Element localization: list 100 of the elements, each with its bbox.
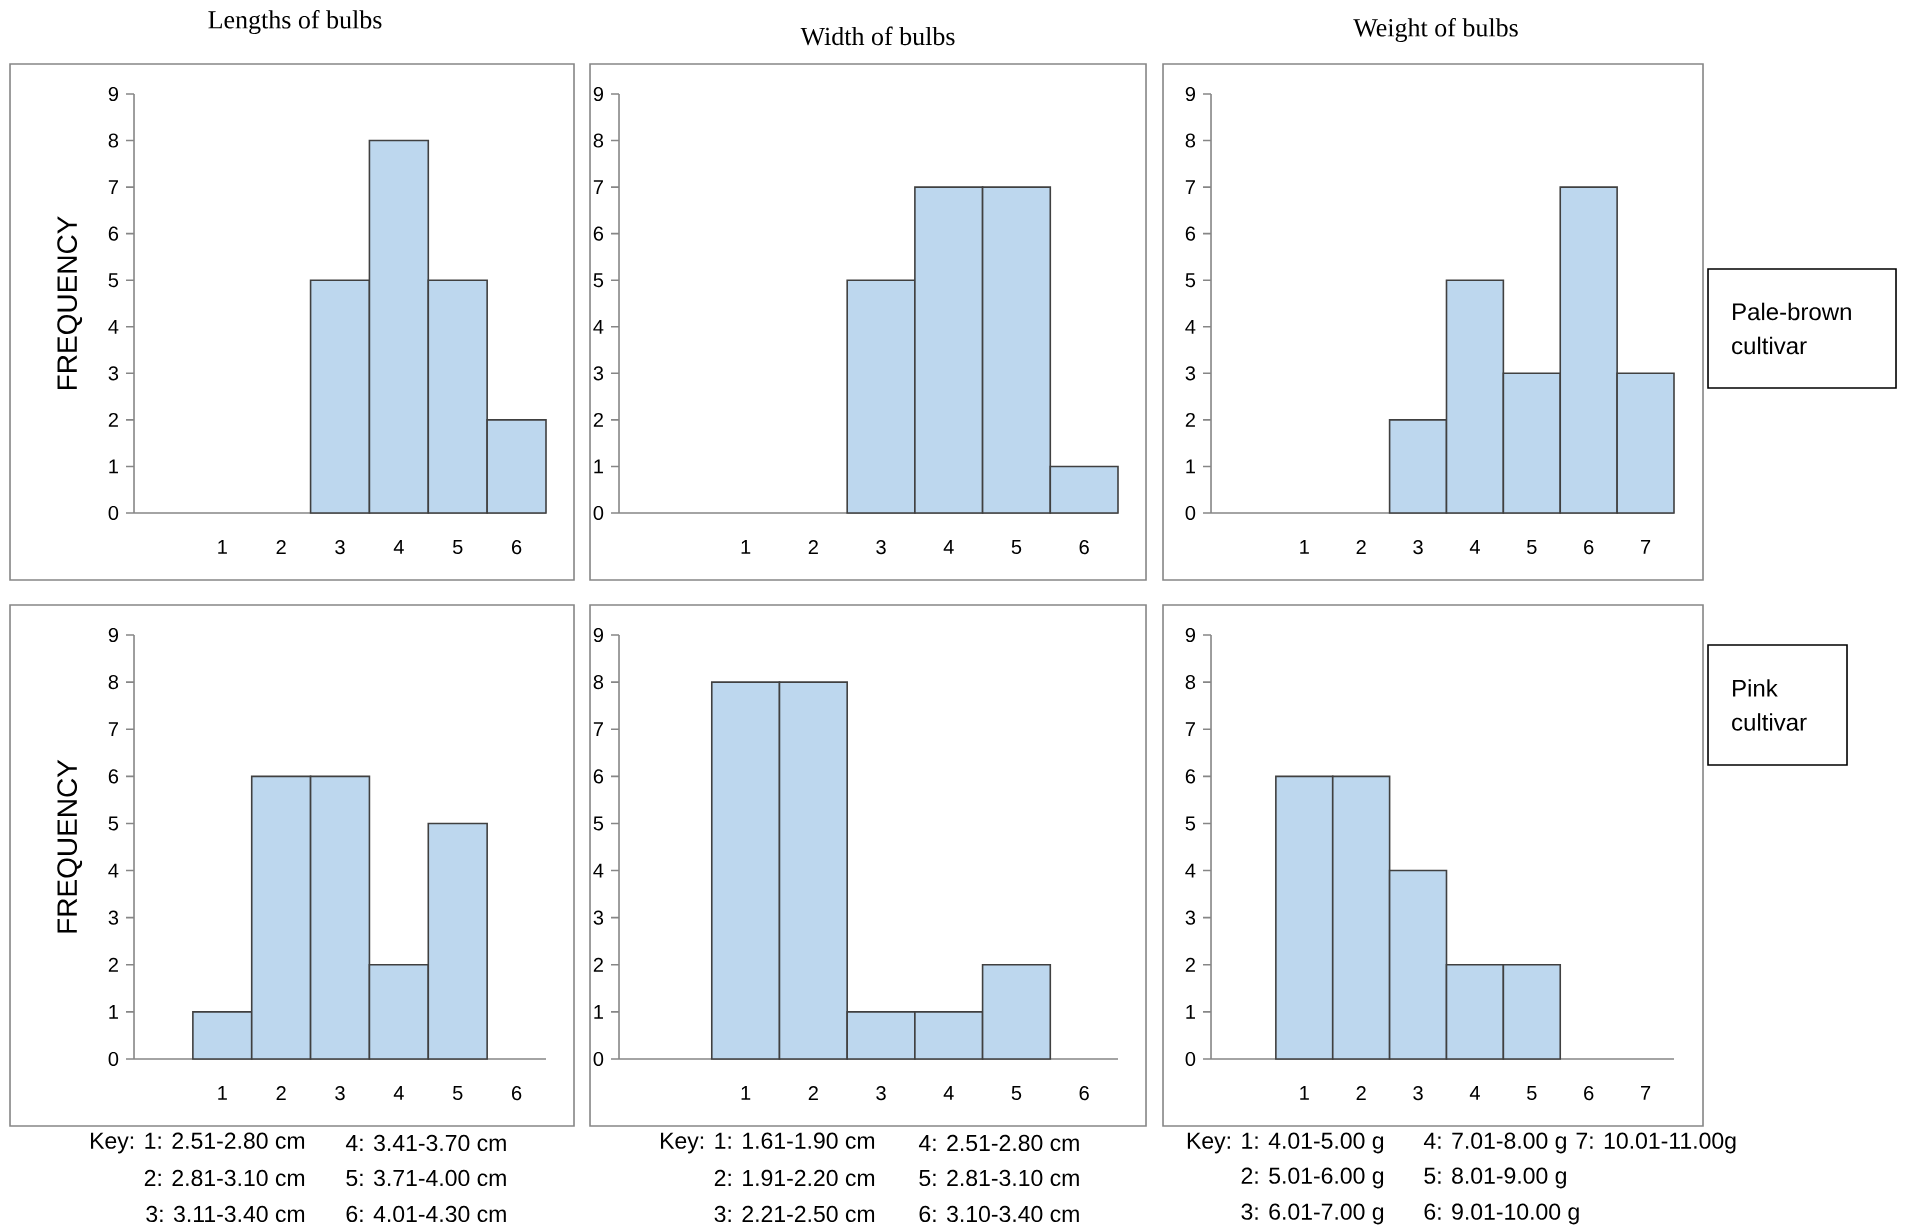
text: 7: 10.01-11.00g (1576, 1132, 1736, 1154)
y-tick-label: 1 (109, 1004, 118, 1019)
y-tick-label: 8 (593, 675, 604, 690)
text: 3: 2.21-2.50 cm (714, 1205, 875, 1223)
y-tick-label: 1 (109, 459, 118, 474)
x-tick-label: 4 (393, 540, 404, 554)
x-tick-label: 3 (335, 1086, 345, 1101)
y-tick-label: 0 (1185, 505, 1196, 521)
text: 2: 5.01-6.00 g (1241, 1167, 1384, 1189)
chart-title: Width of bulbs (800, 26, 955, 46)
x-tick-label: 1 (741, 540, 751, 554)
y-tick-label: 7 (108, 722, 118, 737)
y-tick-label: 2 (1185, 412, 1195, 427)
y-tick-label: 9 (108, 86, 119, 102)
x-tick-label: 7 (1641, 540, 1651, 554)
x-tick-label: 4 (393, 1086, 404, 1100)
y-tick-label: 9 (108, 627, 119, 643)
y-tick-label: 7 (1185, 180, 1195, 194)
text: 3: 3.11-3.40 cm (146, 1205, 305, 1223)
y-tick-label: 9 (593, 86, 604, 102)
x-tick-label: 5 (1011, 1086, 1022, 1100)
y-tick-label: 8 (1185, 133, 1196, 148)
y-tick-label: 8 (108, 675, 119, 690)
text: 6: 3.10-3.40 cm (919, 1205, 1079, 1223)
y-tick-label: 5 (593, 273, 604, 288)
text: 4: 2.51-2.80 cm (918, 1134, 1079, 1152)
y-tick-label: 9 (593, 627, 604, 643)
y-tick-label: 0 (593, 505, 604, 521)
x-tick-label: 1 (1300, 1086, 1309, 1100)
y-tick-label: 8 (108, 133, 119, 148)
text: Key: 1: 1.61-1.90 cm (661, 1132, 875, 1154)
y-tick-label: 2 (593, 957, 603, 972)
y-tick-label: 6 (1185, 769, 1196, 784)
y-tick-label: 0 (108, 1051, 119, 1067)
text: 3: 6.01-7.00 g (1241, 1203, 1384, 1225)
x-tick-label: 6 (1079, 1086, 1089, 1101)
y-tick-label: 0 (593, 1051, 604, 1067)
y-tick-label: 6 (108, 769, 119, 784)
y-tick-label: 5 (593, 816, 604, 831)
y-tick-label: 8 (1185, 675, 1196, 690)
x-tick-label: 2 (276, 1086, 286, 1101)
y-tick-label: 4 (593, 863, 604, 878)
x-tick-label: 1 (1300, 540, 1309, 554)
chart-title: Weight of bulbs (1353, 18, 1518, 42)
y-tick-label: 9 (1185, 627, 1196, 643)
y-tick-label: 3 (593, 366, 604, 381)
x-tick-label: 3 (1413, 1086, 1423, 1101)
text: 2: 2.81-3.10 cm (144, 1169, 305, 1187)
text: Key: 1: 4.01-5.00 g (1187, 1132, 1384, 1154)
x-tick-label: 3 (876, 540, 886, 555)
text: Key: 1: 2.51-2.80 cm (91, 1132, 305, 1154)
x-tick-label: 2 (808, 540, 818, 555)
x-tick-label: 6 (1584, 1086, 1594, 1101)
x-tick-label: 2 (1356, 540, 1366, 555)
y-tick-label: 7 (108, 180, 118, 194)
y-tick-label: 3 (593, 910, 604, 925)
x-tick-label: 4 (943, 540, 954, 554)
x-tick-label: 6 (512, 1086, 522, 1101)
x-tick-label: 2 (276, 540, 286, 555)
x-tick-label: 4 (943, 1086, 954, 1100)
x-tick-label: 3 (335, 540, 345, 555)
x-tick-label: 4 (1469, 540, 1480, 554)
text: 4: 7.01-8.00 g (1423, 1132, 1566, 1154)
y-tick-label: 2 (108, 412, 118, 427)
y-tick-label: 1 (1186, 1004, 1195, 1019)
x-tick-label: 1 (218, 540, 227, 554)
y-tick-label: 6 (593, 769, 604, 784)
x-tick-label: 6 (512, 540, 522, 555)
y-tick-label: 8 (593, 133, 604, 148)
text: 5: 8.01-9.00 g (1424, 1167, 1566, 1189)
x-tick-label: 4 (1469, 1086, 1480, 1100)
y-tick-label: 2 (1185, 957, 1195, 972)
y-tick-label: 6 (108, 226, 119, 241)
x-tick-label: 5 (452, 540, 463, 554)
x-tick-label: 2 (1356, 1086, 1366, 1101)
text: 6: 4.01-4.30 cm (346, 1205, 506, 1223)
y-tick-label: 5 (108, 816, 119, 831)
x-tick-label: 5 (1527, 1086, 1537, 1100)
y-tick-label: 2 (593, 412, 603, 427)
y-tick-label: 0 (1185, 1051, 1196, 1067)
chart-title: Lengths of bulbs (208, 10, 382, 34)
x-tick-label: 3 (876, 1086, 886, 1101)
y-tick-label: 5 (1185, 816, 1196, 831)
y-tick-label: 2 (108, 957, 118, 972)
y-axis-title: FREQUENCY (57, 759, 83, 933)
y-tick-label: 6 (593, 226, 604, 241)
y-tick-label: 0 (108, 505, 119, 521)
x-tick-label: 1 (218, 1086, 227, 1100)
y-tick-label: 4 (1185, 319, 1196, 334)
y-tick-label: 4 (108, 319, 119, 334)
y-tick-label: 4 (593, 319, 604, 334)
x-tick-label: 2 (808, 1086, 818, 1101)
y-tick-label: 9 (1185, 86, 1196, 102)
y-axis-title: FREQUENCY (57, 216, 83, 390)
y-tick-label: 1 (594, 459, 603, 474)
y-tick-label: 5 (1185, 273, 1196, 288)
text: 4: 3.41-3.70 cm (345, 1134, 506, 1152)
y-tick-label: 4 (108, 863, 119, 878)
x-tick-label: 5 (1011, 540, 1022, 554)
y-tick-label: 3 (108, 366, 119, 381)
